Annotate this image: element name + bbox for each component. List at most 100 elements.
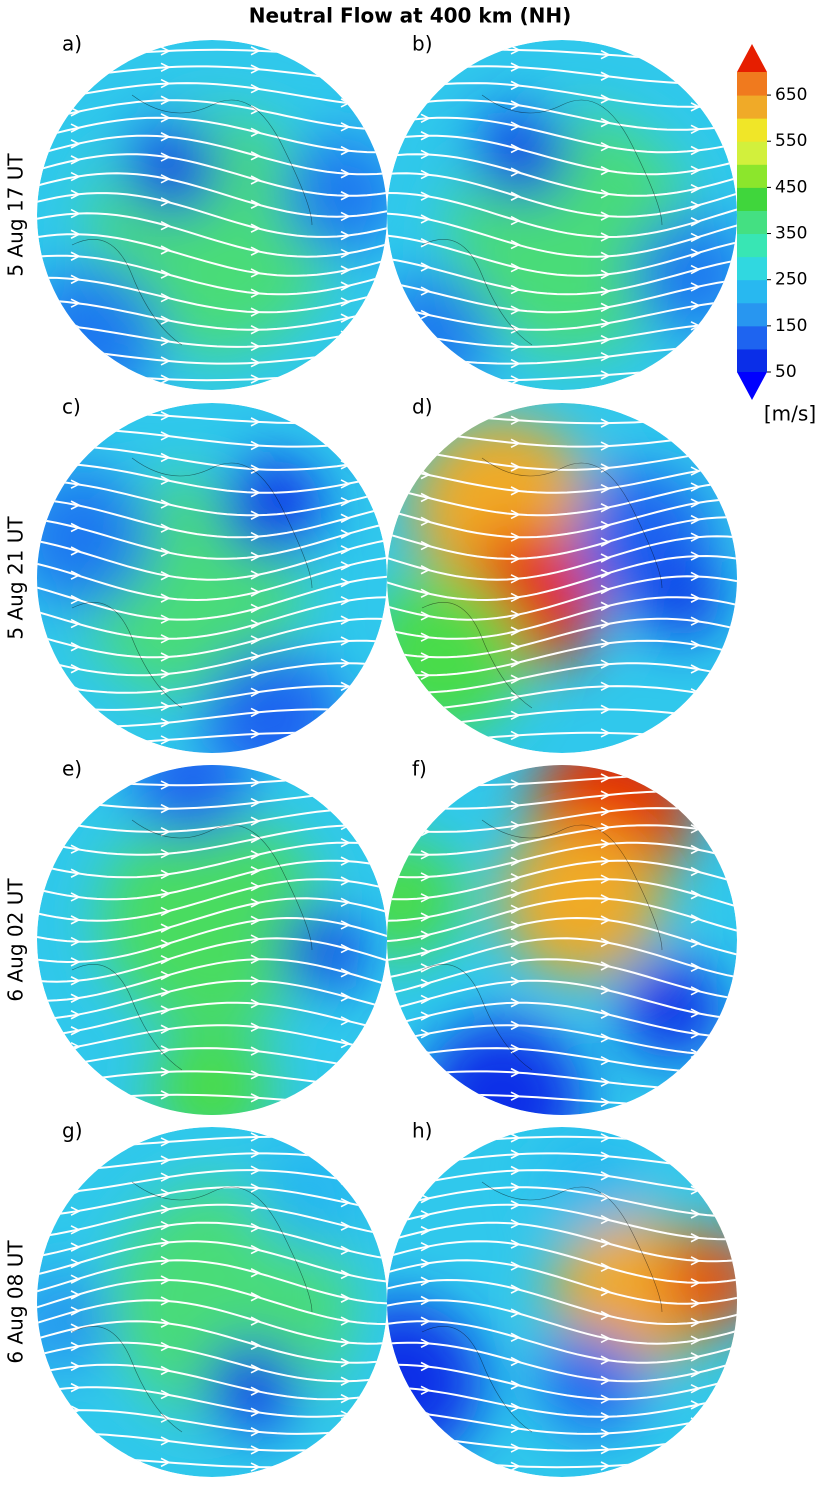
arrowhead bbox=[600, 389, 611, 390]
arrowhead bbox=[250, 175, 261, 185]
arrowhead bbox=[510, 358, 521, 369]
arrowhead bbox=[70, 107, 81, 117]
arrowhead bbox=[690, 264, 701, 275]
arrowhead bbox=[70, 1290, 81, 1300]
arrowhead bbox=[250, 1244, 261, 1255]
arrowhead bbox=[510, 167, 521, 177]
arrowhead bbox=[510, 1219, 521, 1229]
arrowhead bbox=[160, 315, 171, 325]
arrowhead bbox=[690, 914, 701, 924]
arrowhead bbox=[600, 806, 611, 817]
arrowhead bbox=[251, 30, 259, 38]
arrowhead bbox=[690, 804, 701, 815]
arrowhead bbox=[340, 281, 351, 291]
arrowhead bbox=[600, 584, 611, 595]
arrowhead bbox=[70, 1026, 81, 1036]
arrowhead bbox=[70, 1142, 81, 1152]
arrowhead bbox=[250, 127, 261, 138]
arrowhead bbox=[250, 915, 261, 926]
field-blob bbox=[502, 820, 662, 980]
arrowhead bbox=[600, 773, 611, 783]
arrowhead bbox=[420, 872, 431, 882]
field bbox=[102, 765, 362, 1115]
arrowhead bbox=[510, 574, 521, 584]
arrowhead bbox=[510, 1402, 521, 1413]
arrowhead bbox=[690, 1233, 701, 1243]
arrowhead bbox=[420, 262, 431, 272]
arrowhead bbox=[160, 1045, 171, 1055]
colorbar-band bbox=[737, 348, 767, 373]
arrowhead bbox=[340, 1357, 351, 1368]
arrowhead bbox=[600, 1033, 611, 1043]
arrowhead bbox=[600, 553, 611, 563]
arrowhead bbox=[340, 1376, 351, 1386]
arrowhead bbox=[250, 403, 261, 404]
arrowhead bbox=[510, 1239, 521, 1249]
arrowhead bbox=[510, 486, 521, 496]
arrowhead bbox=[250, 816, 261, 826]
arrowhead bbox=[600, 1286, 611, 1297]
colorbar-band bbox=[737, 325, 767, 350]
arrowhead bbox=[690, 217, 701, 227]
arrowhead bbox=[250, 687, 261, 698]
arrowhead bbox=[70, 479, 81, 489]
arrowhead bbox=[510, 1133, 521, 1143]
arrowhead bbox=[160, 220, 171, 231]
arrowhead bbox=[250, 954, 261, 964]
arrowhead bbox=[340, 496, 351, 507]
arrowhead bbox=[420, 1068, 431, 1079]
arrowhead bbox=[70, 1382, 81, 1393]
arrowhead bbox=[70, 546, 81, 556]
field-blob bbox=[132, 765, 252, 840]
arrowhead bbox=[600, 937, 611, 948]
coastline bbox=[131, 457, 313, 589]
arrowhead bbox=[250, 1114, 261, 1115]
arrowhead bbox=[70, 797, 81, 808]
arrowhead bbox=[420, 652, 431, 662]
arrowhead bbox=[160, 1024, 171, 1034]
streamline bbox=[387, 1363, 737, 1401]
figure-title: Neutral Flow at 400 km (NH) bbox=[249, 4, 572, 28]
arrowhead bbox=[70, 123, 81, 133]
colorbar-tick-label: 650 bbox=[775, 85, 807, 105]
arrowhead bbox=[600, 1333, 611, 1344]
arrowhead bbox=[601, 1479, 609, 1487]
arrowhead bbox=[600, 728, 611, 738]
arrowhead bbox=[250, 1070, 261, 1080]
coastline bbox=[421, 602, 533, 709]
arrowhead bbox=[420, 1225, 431, 1236]
streamline bbox=[387, 299, 737, 331]
arrowhead bbox=[340, 771, 351, 782]
polar-map bbox=[387, 1127, 737, 1487]
arrowhead bbox=[250, 765, 261, 766]
arrowhead bbox=[510, 752, 521, 753]
arrowhead bbox=[70, 251, 81, 261]
arrowhead bbox=[160, 970, 171, 981]
arrowhead bbox=[600, 1171, 611, 1181]
arrowhead bbox=[690, 532, 701, 542]
streamline bbox=[387, 639, 737, 677]
arrowhead bbox=[160, 1204, 171, 1215]
arrowhead bbox=[340, 248, 351, 259]
arrowhead bbox=[420, 1338, 431, 1349]
arrowhead bbox=[340, 1221, 351, 1231]
arrowhead bbox=[340, 876, 351, 886]
arrowhead bbox=[250, 797, 261, 808]
streamline bbox=[387, 897, 737, 943]
arrowhead bbox=[160, 685, 171, 696]
arrowhead bbox=[250, 64, 261, 74]
streamline bbox=[37, 153, 387, 197]
arrowhead bbox=[250, 325, 261, 335]
streamline bbox=[27, 1480, 397, 1483]
arrowhead bbox=[510, 1356, 521, 1367]
arrowhead bbox=[510, 1149, 521, 1159]
arrowhead bbox=[420, 1011, 431, 1021]
arrowhead bbox=[160, 1067, 171, 1077]
arrowhead bbox=[600, 1461, 611, 1471]
arrowhead bbox=[250, 83, 261, 94]
arrowhead bbox=[510, 710, 521, 721]
arrowhead bbox=[160, 523, 171, 533]
arrowhead bbox=[70, 522, 81, 533]
arrowhead bbox=[510, 765, 521, 767]
arrowhead bbox=[510, 800, 521, 811]
